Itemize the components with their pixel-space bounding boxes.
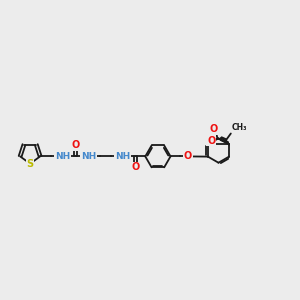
Text: O: O [207,136,215,146]
Text: O: O [210,124,218,134]
Text: NH: NH [115,152,130,161]
Text: NH: NH [55,152,70,161]
Text: O: O [132,162,140,172]
Text: O: O [184,152,192,161]
Text: CH₃: CH₃ [232,123,248,132]
Text: O: O [71,140,80,151]
Text: S: S [27,159,34,169]
Text: NH: NH [81,152,96,161]
